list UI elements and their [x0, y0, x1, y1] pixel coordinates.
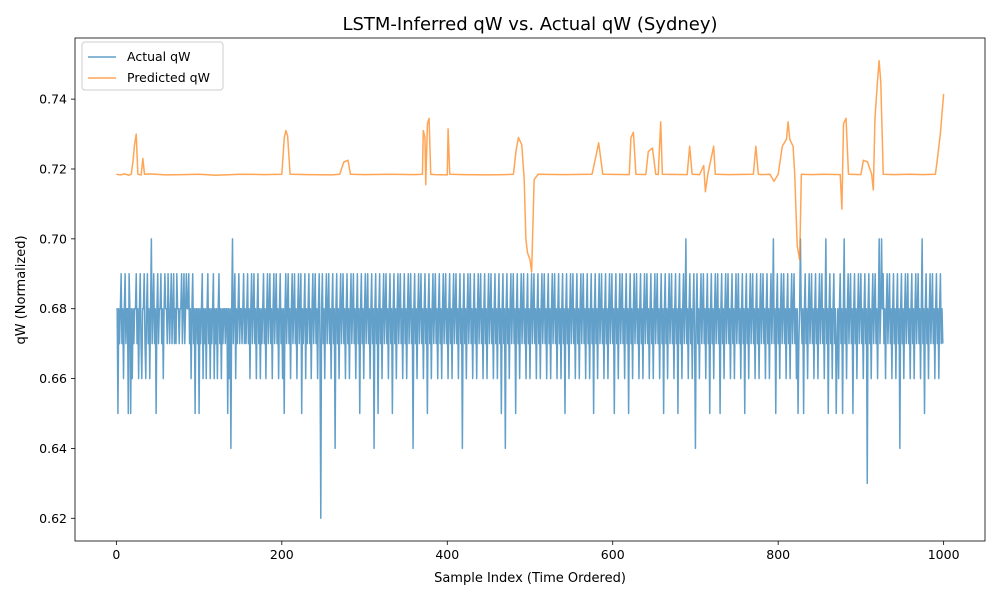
y-tick-label: 0.74	[39, 92, 67, 107]
series-line-actual	[116, 238, 944, 520]
y-tick-label: 0.64	[39, 441, 67, 456]
axes-frame	[74, 37, 986, 542]
chart-title: LSTM-Inferred qW vs. Actual qW (Sydney)	[342, 14, 717, 35]
x-tick-label: 0	[112, 547, 120, 562]
legend-label-actual: Actual qW	[127, 49, 190, 64]
x-tick-label: 1000	[928, 547, 960, 562]
x-axis-label: Sample Index (Time Ordered)	[434, 571, 626, 586]
legend: Actual qW Predicted qW	[81, 41, 224, 91]
plot-area: 0 200 400 600 800 1000 0.62 0.64 0.66 0.68 0.70 0.7…	[39, 37, 986, 562]
y-tick-label: 0.68	[39, 301, 67, 316]
legend-frame	[81, 41, 224, 91]
y-tick-label: 0.62	[39, 511, 67, 526]
x-tick-label: 600	[601, 547, 625, 562]
x-tick-label: 800	[766, 547, 790, 562]
y-axis-label: qW (Normalized)	[14, 235, 29, 344]
x-tick-label: 200	[270, 547, 294, 562]
y-tick-label: 0.70	[39, 231, 67, 246]
x-tick-label: 400	[435, 547, 459, 562]
legend-label-predicted: Predicted qW	[127, 70, 210, 85]
series-line-predicted	[116, 59, 945, 273]
y-tick-label: 0.66	[39, 371, 67, 386]
y-tick-label: 0.72	[39, 161, 67, 176]
